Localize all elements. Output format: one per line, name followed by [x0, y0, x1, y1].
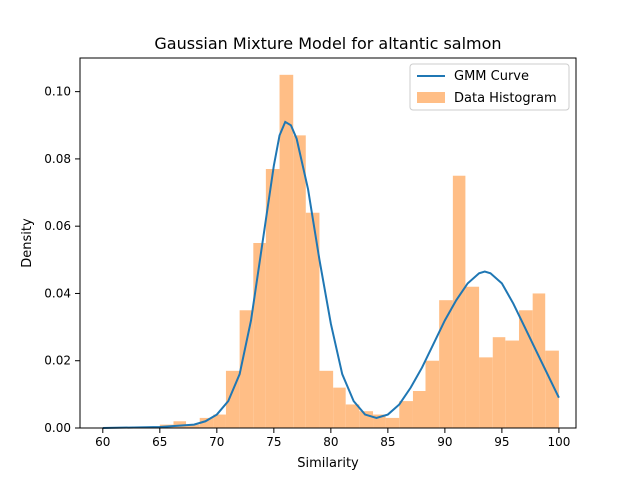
histogram-bar [385, 417, 400, 428]
x-axis-label: Similarity [297, 456, 359, 471]
histogram-bar [333, 387, 346, 428]
x-axis: 60 65 70 75 80 85 90 95 100 [95, 428, 570, 449]
histogram-bar [452, 175, 466, 428]
legend: GMM Curve Data Histogram [409, 63, 570, 111]
legend-box [409, 63, 570, 111]
histogram-bar [319, 370, 334, 428]
histogram-bar [505, 340, 519, 428]
y-axis: 0.00 0.02 0.04 0.06 0.08 0.10 [44, 85, 80, 435]
x-tick-label: 95 [494, 435, 509, 449]
histogram-bar [225, 370, 240, 428]
x-tick-label: 85 [380, 435, 395, 449]
histogram-bar [305, 212, 320, 428]
x-tick-label: 75 [266, 435, 281, 449]
histogram-bar [186, 424, 200, 428]
histogram-bar [465, 286, 480, 428]
legend-swatch-histogram [417, 92, 445, 103]
x-tick-label: 60 [95, 435, 110, 449]
x-tick-label: 100 [547, 435, 570, 449]
legend-label-gmm-curve: GMM Curve [454, 69, 529, 84]
chart-title: Gaussian Mixture Model for altantic salm… [154, 34, 501, 53]
histogram-bar [239, 310, 254, 428]
x-tick-label: 90 [437, 435, 452, 449]
plot-area [102, 74, 560, 429]
histogram-bar [345, 404, 360, 428]
histogram-bar [359, 411, 374, 428]
histogram-bar [439, 300, 453, 428]
y-tick-label: 0.06 [44, 219, 71, 233]
histogram-bars [159, 74, 559, 429]
histogram-bar [213, 414, 226, 428]
histogram-bar [412, 391, 426, 428]
histogram-bar [253, 243, 266, 428]
histogram-bar [492, 337, 506, 428]
histogram-bar [479, 357, 493, 428]
x-tick-label: 70 [209, 435, 224, 449]
y-tick-label: 0.10 [44, 85, 71, 99]
y-axis-label: Density [20, 218, 35, 268]
histogram-bar [293, 135, 306, 428]
gmm-curve-line [102, 120, 560, 429]
histogram-bar [425, 360, 440, 428]
axes-border [79, 57, 577, 429]
histogram-bar [518, 310, 533, 428]
x-tick-label: 65 [152, 435, 167, 449]
y-tick-label: 0.08 [44, 152, 71, 166]
histogram-bar [399, 401, 413, 428]
histogram-bar [545, 350, 559, 428]
y-tick-label: 0.04 [44, 286, 71, 300]
histogram-bar [279, 74, 294, 429]
legend-label-histogram: Data Histogram [454, 91, 557, 106]
x-tick-label: 80 [323, 435, 338, 449]
histogram-bar [265, 169, 280, 428]
histogram-bar [532, 293, 546, 428]
y-tick-label: 0.02 [44, 354, 71, 368]
y-tick-label: 0.00 [44, 421, 71, 435]
histogram-bar [199, 417, 214, 428]
